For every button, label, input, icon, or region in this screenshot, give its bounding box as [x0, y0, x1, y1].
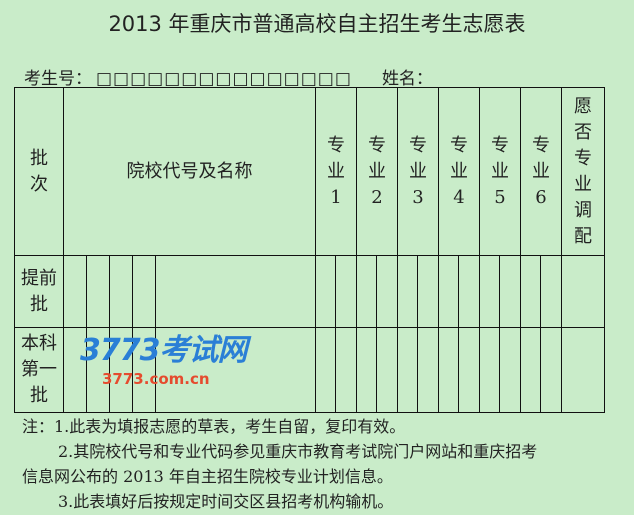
input-cell[interactable] — [63, 327, 87, 413]
input-cell[interactable] — [109, 255, 133, 328]
input-cell[interactable] — [63, 255, 87, 328]
watermark-logo: 3773考试网 3773.com.cn — [80, 333, 247, 389]
input-cell[interactable] — [417, 327, 439, 413]
form-title: 2013 年重庆市普通高校自主招生考生志愿表 — [108, 12, 526, 36]
notes: 注：1.此表为填报志愿的草表，考生自留，复印有效。 2.其院校代号和专业代码参见… — [22, 414, 537, 514]
major-3-header: 专业3 — [409, 134, 427, 208]
input-cell[interactable] — [540, 327, 562, 413]
input-cell[interactable] — [335, 327, 357, 413]
input-cell[interactable] — [499, 327, 521, 413]
batch-first: 本科第一批 — [21, 333, 57, 406]
input-cell[interactable] — [155, 255, 316, 328]
name-label: 姓名： — [381, 69, 433, 89]
candidate-id-label: 考生号： — [24, 69, 92, 89]
input-cell[interactable] — [397, 327, 418, 413]
input-cell[interactable] — [376, 327, 398, 413]
input-cell[interactable] — [335, 255, 357, 328]
note-3: 3.此表填好后按规定时间交区县招考机构输机。 — [58, 492, 394, 511]
major-6-header: 专业6 — [532, 134, 550, 208]
batch-early: 提前批 — [21, 267, 57, 315]
table-row: 提前批 — [14, 255, 605, 328]
input-cell[interactable] — [315, 255, 336, 328]
input-cell[interactable] — [561, 255, 605, 328]
input-cell[interactable] — [458, 255, 480, 328]
note-1: 注：1.此表为填报志愿的草表，考生自留，复印有效。 — [22, 417, 406, 436]
input-cell[interactable] — [520, 255, 541, 328]
candidate-id-boxes[interactable]: □□□□□□□□□□□□□□□ — [96, 69, 352, 89]
application-table: 批次 院校代号及名称 专业1 专业2 专业3 专业4 专业5 专业6 愿否专业调… — [14, 87, 605, 413]
input-cell[interactable] — [561, 327, 605, 413]
input-cell[interactable] — [479, 327, 500, 413]
input-cell[interactable] — [356, 255, 377, 328]
input-cell[interactable] — [132, 255, 156, 328]
adjust-header: 愿否专业调配 — [574, 95, 592, 247]
input-cell[interactable] — [417, 255, 439, 328]
input-cell[interactable] — [438, 255, 459, 328]
major-4-header: 专业4 — [450, 134, 468, 208]
input-cell[interactable] — [479, 255, 500, 328]
school-header: 院校代号及名称 — [63, 87, 316, 256]
input-cell[interactable] — [438, 327, 459, 413]
table-row: 本科第一批 — [14, 327, 605, 413]
input-cell[interactable] — [499, 255, 521, 328]
input-cell[interactable] — [356, 327, 377, 413]
header-row: 批次 院校代号及名称 专业1 专业2 专业3 专业4 专业5 专业6 愿否专业调… — [14, 87, 605, 256]
input-cell[interactable] — [540, 255, 562, 328]
batch-header: 批次 — [30, 147, 48, 195]
input-cell[interactable] — [458, 327, 480, 413]
input-cell[interactable] — [376, 255, 398, 328]
input-cell[interactable] — [86, 255, 110, 328]
watermark-brand: 3773考试网 — [80, 333, 247, 368]
input-cell[interactable] — [315, 327, 336, 413]
input-cell[interactable] — [155, 327, 316, 413]
major-5-header: 专业5 — [491, 134, 509, 208]
input-cell[interactable] — [520, 327, 541, 413]
note-2-cont: 信息网公布的 2013 年自主招生院校专业计划信息。 — [22, 467, 393, 486]
watermark-url: 3773.com.cn — [102, 370, 210, 388]
input-cell[interactable] — [109, 327, 133, 413]
note-2: 2.其院校代号和专业代码参见重庆市教育考试院门户网站和重庆招考 — [58, 442, 538, 461]
input-cell[interactable] — [397, 255, 418, 328]
major-1-header: 专业1 — [327, 134, 345, 208]
candidate-info-line: 考生号： □□□□□□□□□□□□□□□ 姓名： — [24, 64, 433, 89]
major-2-header: 专业2 — [368, 134, 386, 208]
